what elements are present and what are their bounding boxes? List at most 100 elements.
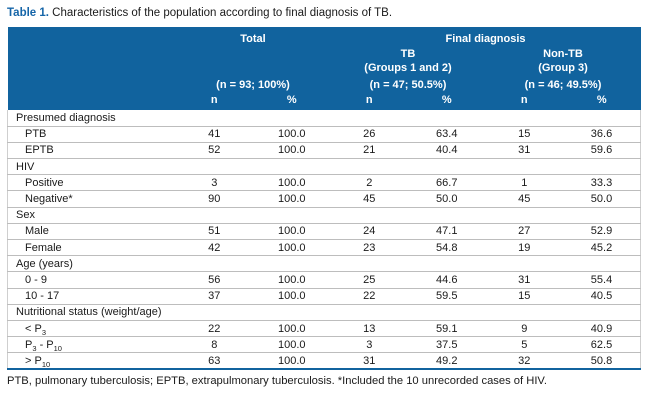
- cell-value: 52: [175, 142, 253, 160]
- cell-value: 59.5: [408, 288, 486, 305]
- header-col-pct: %: [596, 94, 607, 106]
- header-empty-cell: [8, 93, 176, 110]
- cell-value: 100.0: [253, 126, 331, 143]
- header-tb-group: TB (Groups 1 and 2): [331, 46, 486, 76]
- cell-value: 36.6: [563, 126, 642, 143]
- cell-value: 8: [175, 336, 253, 354]
- table-row: EPTB 52 100.0 21 40.4 31 59.6: [7, 142, 642, 160]
- table-row: Female 42 100.0 23 54.8 19 45.2: [7, 239, 642, 257]
- section-row: Nutritional status (weight/age): [6, 304, 642, 321]
- page: Table 1. Characteristics of the populati…: [6, 6, 642, 387]
- section-row: Age (years): [6, 255, 642, 273]
- header-total-group: Total: [240, 33, 266, 45]
- cell-value: 23: [330, 239, 408, 257]
- table-row: Positive 3 100.0 2 66.7 1 33.3: [7, 174, 642, 192]
- table-row: P3 - P10 8 100.0 3 37.5 5 62.5: [7, 336, 642, 354]
- cell-value: 1: [485, 174, 563, 192]
- row-label: 0 - 9: [7, 271, 176, 289]
- header-n-row: (n = 93; 100%) (n = 47; 50.5%) (n = 46; …: [8, 76, 641, 93]
- population-table: Total Final diagnosis TB (Groups 1 and 2…: [6, 27, 642, 370]
- cell-value: 50.8: [563, 352, 642, 370]
- header-empty-cell: [176, 46, 331, 76]
- section-row: HIV: [6, 158, 642, 176]
- row-label: P3 - P10: [7, 336, 176, 354]
- section-label: Age (years): [6, 255, 642, 273]
- header-empty-cell: [8, 76, 176, 93]
- cell-value: 21: [330, 142, 408, 160]
- cell-value: 27: [485, 223, 563, 241]
- cell-value: 25: [330, 271, 408, 289]
- header-col-n: n: [520, 94, 528, 106]
- header-empty-cell: [8, 27, 176, 46]
- cell-value: 55.4: [563, 271, 642, 289]
- row-label: < P3: [7, 320, 176, 338]
- table-row: 0 - 9 56 100.0 25 44.6 31 55.4: [7, 271, 642, 289]
- header-subgroup-row: TB (Groups 1 and 2) Non-TB (Group 3): [8, 46, 641, 76]
- table-footnote: PTB, pulmonary tuberculosis; EPTB, extra…: [7, 375, 547, 387]
- cell-value: 51: [175, 223, 253, 241]
- cell-value: 41: [175, 126, 253, 143]
- header-col-pct: %: [286, 94, 297, 106]
- cell-value: 100.0: [253, 320, 331, 338]
- header-nontb-line2: (Group 3): [538, 62, 588, 74]
- cell-value: 3: [330, 336, 408, 354]
- header-tb-n: (n = 47; 50.5%): [369, 78, 447, 91]
- cell-value: 59.6: [563, 142, 642, 160]
- row-label: EPTB: [7, 142, 176, 160]
- cell-value: 56: [175, 271, 253, 289]
- cell-value: 40.4: [408, 142, 486, 160]
- row-label: > P10: [7, 352, 176, 370]
- cell-value: 66.7: [408, 174, 486, 192]
- section-label: Nutritional status (weight/age): [6, 304, 642, 321]
- cell-value: 54.8: [408, 239, 486, 257]
- cell-value: 63: [175, 352, 253, 370]
- cell-value: 26: [330, 126, 408, 143]
- cell-value: 45.2: [563, 239, 642, 257]
- table-row: < P3 22 100.0 13 59.1 9 40.9: [7, 320, 642, 338]
- table-row: PTB 41 100.0 26 63.4 15 36.6: [7, 126, 642, 143]
- cell-value: 31: [330, 352, 408, 370]
- cell-value: 59.1: [408, 320, 486, 338]
- subscript: 3: [41, 327, 46, 337]
- header-col-n: n: [365, 94, 373, 106]
- cell-value: 100.0: [253, 352, 331, 370]
- cell-value: 9: [485, 320, 563, 338]
- table-header: Total Final diagnosis TB (Groups 1 and 2…: [7, 27, 641, 110]
- cell-value: 42: [175, 239, 253, 257]
- header-tb-line1: TB: [400, 48, 416, 60]
- cell-value: 47.1: [408, 223, 486, 241]
- cell-value: 37.5: [408, 336, 486, 354]
- cell-value: 40.9: [563, 320, 642, 338]
- subscript: 10: [41, 359, 51, 369]
- section-row: Sex: [6, 207, 642, 224]
- row-label: Negative*: [7, 190, 176, 208]
- cell-value: 13: [330, 320, 408, 338]
- header-columns-row: n % n % n %: [8, 93, 641, 110]
- table-row: Negative* 90 100.0 45 50.0 45 50.0: [7, 190, 642, 208]
- cell-value: 22: [330, 288, 408, 305]
- table-row: > P10 63 100.0 31 49.2 32 50.8: [7, 352, 642, 370]
- cell-value: 100.0: [253, 271, 331, 289]
- table-caption-number: Table 1.: [7, 7, 49, 19]
- header-group-row: Total Final diagnosis: [8, 27, 641, 46]
- header-nontb-n: (n = 46; 49.5%): [524, 78, 602, 91]
- header-final-diagnosis-group: Final diagnosis: [445, 33, 526, 45]
- subscript: 10: [53, 343, 62, 353]
- table-row: Male 51 100.0 24 47.1 27 52.9: [7, 223, 642, 241]
- table-caption-text: Characteristics of the population accord…: [48, 7, 393, 19]
- table-row: 10 - 17 37 100.0 22 59.5 15 40.5: [7, 288, 642, 305]
- row-label: Female: [7, 239, 176, 257]
- row-label: Positive: [7, 174, 176, 192]
- section-row: Presumed diagnosis: [6, 110, 642, 127]
- table-caption: Table 1. Characteristics of the populati…: [7, 6, 640, 21]
- row-label: Male: [7, 223, 176, 241]
- cell-value: 19: [485, 239, 563, 257]
- header-tb-line2: (Groups 1 and 2): [364, 62, 452, 74]
- cell-value: 37: [175, 288, 253, 305]
- cell-value: 45: [330, 190, 408, 208]
- cell-value: 33.3: [563, 174, 642, 192]
- header-col-n: n: [210, 94, 218, 106]
- cell-value: 15: [485, 126, 563, 143]
- row-label: 10 - 17: [7, 288, 176, 305]
- cell-value: 63.4: [408, 126, 486, 143]
